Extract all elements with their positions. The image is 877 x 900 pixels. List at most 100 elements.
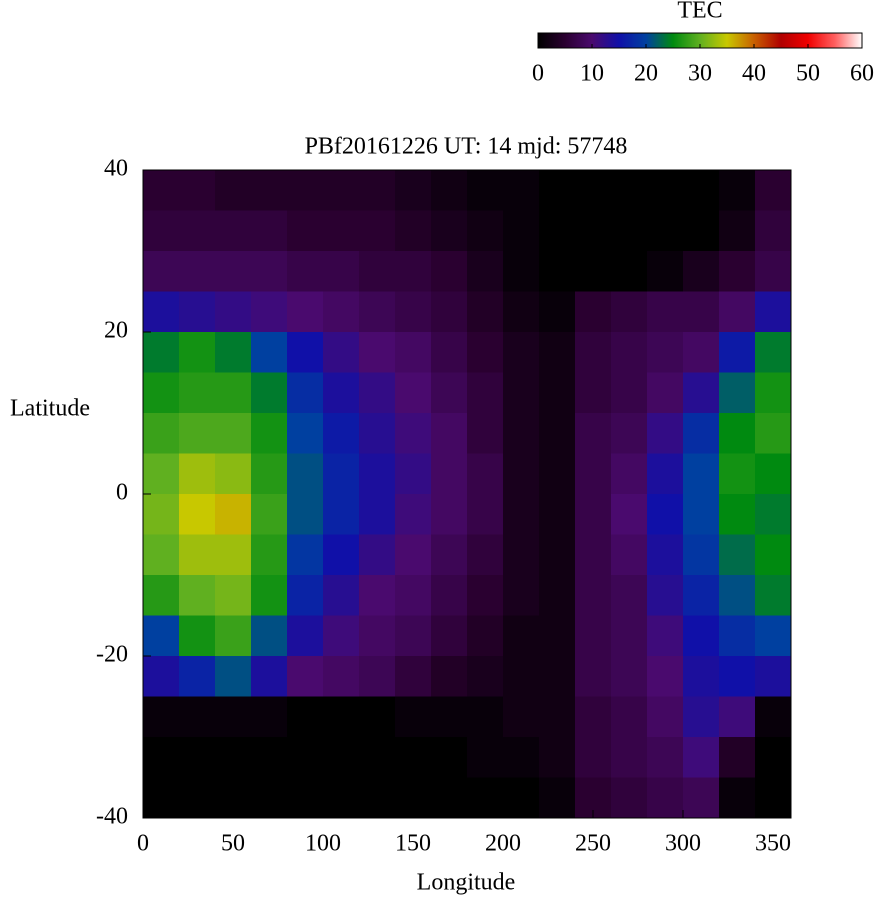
heat-cell: [287, 413, 324, 454]
heat-cell: [287, 170, 324, 211]
heat-cell: [143, 210, 180, 252]
heat-cell: [179, 170, 216, 211]
heat-cell: [359, 696, 396, 738]
heat-cell: [467, 332, 504, 373]
heat-cell: [431, 251, 468, 292]
heat-cell: [431, 656, 468, 697]
heat-cell: [395, 615, 432, 657]
heat-cell: [395, 696, 432, 738]
x-tick-label: 0: [137, 831, 149, 857]
heat-cell: [719, 170, 756, 211]
heat-cell: [575, 291, 612, 333]
heat-cell: [683, 170, 720, 211]
heat-cell: [683, 372, 720, 414]
heat-cell: [251, 210, 288, 252]
y-tick-label: 40: [104, 156, 128, 182]
heat-cell: [251, 170, 288, 211]
heat-cell: [719, 575, 756, 616]
heat-cell: [683, 251, 720, 292]
heat-cell: [539, 494, 576, 535]
heat-cell: [179, 777, 216, 819]
heat-cell: [251, 575, 288, 616]
heat-cell: [215, 615, 252, 657]
heat-cell: [287, 494, 324, 535]
heat-cell: [179, 575, 216, 616]
heat-cell: [719, 332, 756, 373]
x-axis-label: Longitude: [417, 870, 516, 896]
heat-cell: [755, 696, 792, 738]
heat-cell: [503, 696, 540, 738]
heat-cell: [467, 737, 504, 778]
colorbar-tick-label: 30: [688, 61, 712, 87]
heat-cell: [395, 170, 432, 211]
heat-cell: [215, 372, 252, 414]
heat-cell: [359, 777, 396, 819]
heat-cell: [287, 534, 324, 576]
heat-cell: [575, 210, 612, 252]
heat-cell: [467, 170, 504, 211]
heat-cell: [647, 494, 684, 535]
heat-cell: [143, 534, 180, 576]
heat-cell: [395, 251, 432, 292]
heat-cell: [503, 332, 540, 373]
heat-cell: [467, 210, 504, 252]
heat-cell: [179, 332, 216, 373]
heat-cell: [683, 413, 720, 454]
heat-cell: [683, 696, 720, 738]
heat-cell: [503, 170, 540, 211]
heat-cell: [395, 575, 432, 616]
heat-cell: [251, 372, 288, 414]
heat-cell: [287, 696, 324, 738]
heat-cell: [431, 534, 468, 576]
heat-cell: [503, 251, 540, 292]
heat-cell: [251, 453, 288, 495]
heat-cell: [215, 737, 252, 778]
heat-cell: [323, 777, 360, 819]
heat-cell: [683, 777, 720, 819]
heat-cell: [179, 737, 216, 778]
heat-cell: [359, 332, 396, 373]
heat-cell: [431, 291, 468, 333]
heat-cell: [251, 534, 288, 576]
heat-cell: [359, 737, 396, 778]
heat-cell: [683, 534, 720, 576]
heat-cell: [611, 251, 648, 292]
heat-cell: [359, 534, 396, 576]
heat-cell: [719, 210, 756, 252]
heat-cell: [755, 251, 792, 292]
heat-cell: [539, 372, 576, 414]
x-tick-label: 100: [305, 831, 341, 857]
y-tick-label: 0: [116, 480, 128, 506]
colorbar-tick-label: 40: [742, 61, 766, 87]
heat-cell: [323, 332, 360, 373]
heat-cell: [323, 615, 360, 657]
heat-cell: [719, 737, 756, 778]
colorbar-tick-label: 50: [796, 61, 820, 87]
heat-cell: [647, 332, 684, 373]
heat-cell: [575, 696, 612, 738]
heat-cell: [719, 534, 756, 576]
heat-cell: [215, 453, 252, 495]
heat-cell: [503, 656, 540, 697]
heat-cell: [539, 696, 576, 738]
heat-cell: [287, 575, 324, 616]
heat-cell: [647, 656, 684, 697]
heat-cell: [647, 210, 684, 252]
heat-cell: [215, 494, 252, 535]
heat-cell: [503, 534, 540, 576]
heat-cell: [179, 656, 216, 697]
heat-cell: [611, 656, 648, 697]
heat-cell: [251, 332, 288, 373]
heat-cell: [683, 291, 720, 333]
heat-cell: [323, 251, 360, 292]
heat-cell: [359, 575, 396, 616]
heat-cell: [143, 615, 180, 657]
heat-cell: [179, 372, 216, 414]
heat-cell: [647, 615, 684, 657]
heat-cell: [467, 656, 504, 697]
heat-cell: [359, 210, 396, 252]
heat-cell: [431, 575, 468, 616]
heat-cell: [575, 332, 612, 373]
heat-cell: [575, 413, 612, 454]
